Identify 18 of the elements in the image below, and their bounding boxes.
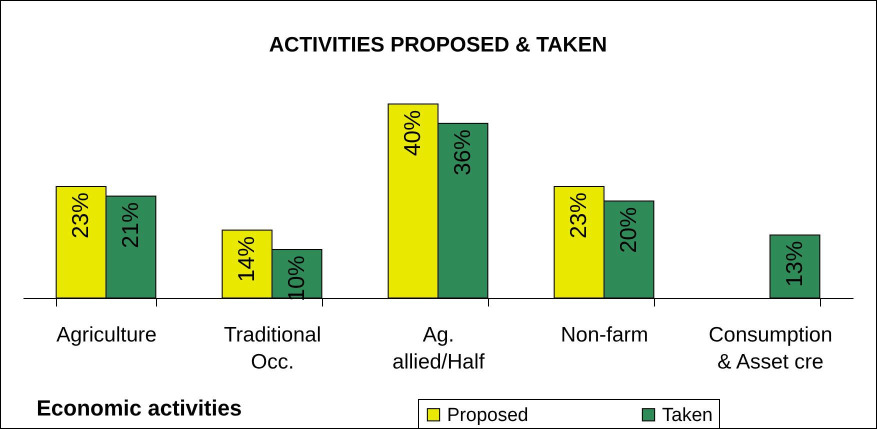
x-tick-label: Traditional Occ. (224, 324, 322, 374)
legend-label: Taken (662, 404, 713, 426)
data-label: 14% (233, 236, 260, 282)
x-tick-label: Agriculture (56, 324, 157, 346)
x-axis-title: Economic activities (36, 396, 242, 420)
data-label: 36% (448, 129, 475, 176)
x-tick-label: Non-farm (560, 324, 648, 346)
chart-title: ACTIVITIES PROPOSED & TAKEN (269, 34, 607, 56)
data-label: 21% (116, 202, 143, 248)
data-label: 10% (282, 256, 309, 302)
legend-label: Proposed (447, 404, 528, 426)
data-label: 20% (614, 207, 641, 254)
x-tick-label: Consumption & Asset cre (708, 324, 832, 374)
data-label: 23% (67, 192, 94, 238)
data-label: 23% (565, 192, 592, 238)
data-label: 40% (399, 110, 426, 156)
data-label: 13% (780, 240, 807, 287)
x-tick-label: Ag. allied/Half (392, 324, 485, 374)
